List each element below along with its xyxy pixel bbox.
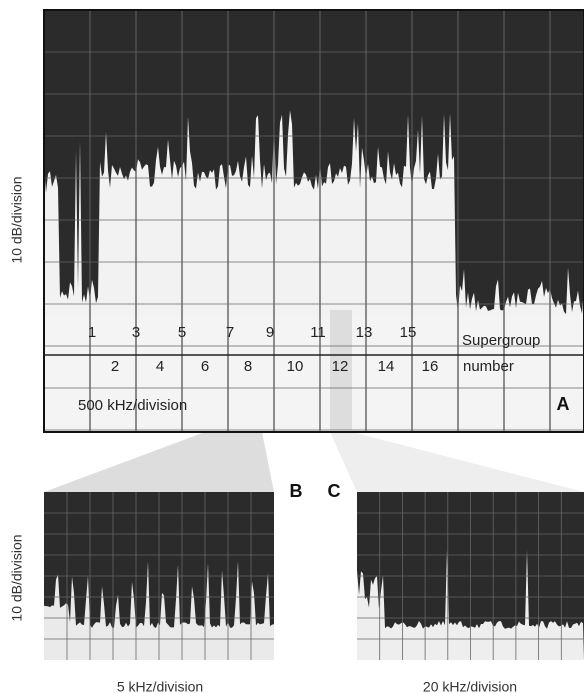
- y-label-a: 10 dB/division: [9, 176, 25, 263]
- supergroup-number: 8: [244, 358, 252, 375]
- grid-a: [44, 10, 584, 432]
- supergroup-number: 3: [132, 324, 140, 341]
- supergroup-number: 13: [356, 324, 373, 341]
- zoom-wedge-b: [44, 432, 274, 492]
- screen-frame-a: [43, 9, 584, 433]
- tag-a: A: [557, 394, 570, 414]
- legend-line1: Supergroup: [462, 332, 540, 349]
- supergroup-number: 10: [287, 358, 304, 375]
- supergroup-number: 6: [201, 358, 209, 375]
- supergroup-number: 12: [332, 358, 349, 375]
- spectrum-c: [357, 492, 584, 660]
- supergroup-number: 9: [266, 324, 274, 341]
- x-scale-b: 5 kHz/division: [117, 679, 203, 693]
- supergroup-number: 7: [226, 324, 234, 341]
- supergroup-number: 5: [178, 324, 186, 341]
- supergroup-number: 1: [88, 324, 96, 341]
- tag-b: B: [290, 481, 303, 501]
- label-band: [44, 315, 584, 427]
- tag-c: C: [328, 481, 341, 501]
- spectrum-trace: [44, 561, 274, 660]
- supergroup-number: 4: [156, 358, 164, 375]
- supergroup-number: 14: [378, 358, 395, 375]
- highlight-band: [330, 310, 352, 430]
- supergroup-number: 11: [310, 324, 326, 341]
- zoom-wedge-c: [330, 432, 584, 492]
- spectrum-b: [44, 492, 274, 660]
- supergroup-number: 16: [422, 358, 439, 375]
- y-label-b: 10 dB/division: [9, 534, 25, 621]
- x-scale-a: 500 kHz/division: [78, 397, 187, 414]
- x-scale-c: 20 kHz/division: [423, 679, 517, 693]
- legend-line2: number: [463, 358, 514, 375]
- spectrum-trace: [357, 550, 584, 660]
- supergroup-number: 15: [400, 324, 417, 341]
- supergroup-number: 2: [111, 358, 119, 375]
- spectrum-a: [44, 110, 584, 433]
